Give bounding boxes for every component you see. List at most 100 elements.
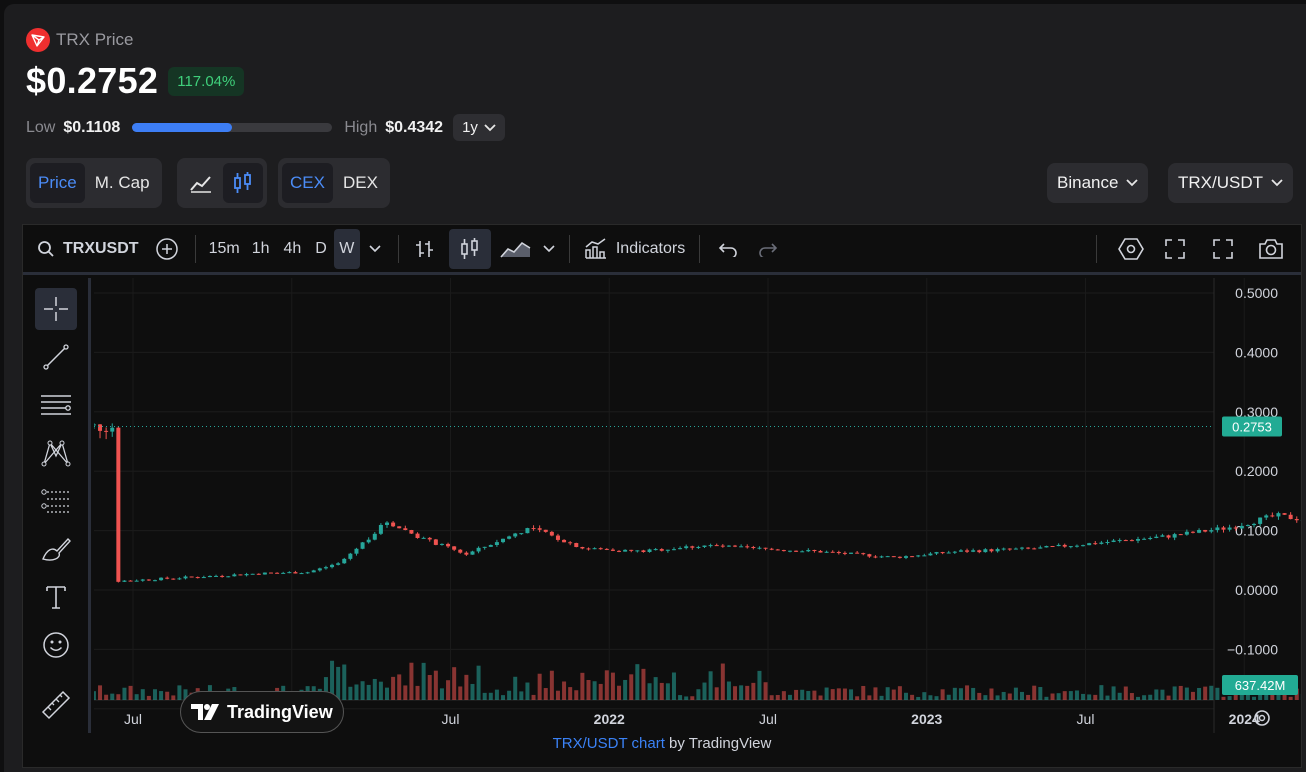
candlestick-icon[interactable] — [223, 163, 263, 203]
forecast-tool[interactable] — [35, 480, 77, 522]
candle-body — [763, 547, 768, 549]
interval-4h[interactable]: 4h — [283, 239, 302, 257]
emoji-tool[interactable] — [35, 624, 77, 666]
axis-settings-icon — [1254, 710, 1270, 726]
measure-tool[interactable] — [35, 684, 77, 726]
candle-body — [702, 545, 707, 547]
chart-canvas[interactable]: 0.5000 0.4000 0.3000 0.2000 0.1000 0.0000 −0.1… — [67, 278, 1305, 733]
exchange-select[interactable]: Binance — [1047, 163, 1149, 203]
volume-bar — [574, 690, 579, 700]
volume-bar — [323, 677, 328, 700]
period-select[interactable]: 1y — [453, 114, 505, 141]
volume-bar — [873, 687, 878, 700]
interval-15m[interactable]: 15m — [208, 239, 240, 257]
line-chart-icon[interactable] — [181, 163, 221, 203]
candle-body — [1215, 527, 1220, 531]
tab-cex[interactable]: CEX — [282, 163, 333, 203]
tradingview-watermark[interactable]: TradingView — [180, 691, 344, 733]
pair-select[interactable]: TRX/USDT — [1168, 163, 1293, 203]
tab-market-cap[interactable]: M. Cap — [94, 173, 150, 192]
snapshot-button[interactable] — [1247, 229, 1295, 269]
volume-bar — [1129, 693, 1134, 700]
volume-bar — [513, 676, 518, 700]
volume-bar — [916, 696, 921, 700]
candle-body — [110, 427, 115, 432]
volume-bar — [1166, 695, 1171, 700]
volume-bar — [1038, 687, 1043, 700]
candle-body — [342, 558, 347, 564]
area-style-button[interactable] — [495, 229, 537, 269]
horizontal-lines-icon — [41, 395, 71, 415]
interval-dropdown[interactable] — [360, 229, 390, 269]
candle-body — [348, 553, 353, 559]
candle-body — [501, 538, 506, 543]
candle-body — [1166, 535, 1171, 538]
chart-toolbar: TRXUSDT 15m 1h 4h D W Indicators — [23, 225, 1301, 275]
candle-body — [684, 546, 689, 549]
volume-bar — [452, 667, 457, 700]
candle-body — [439, 543, 444, 545]
candle-body — [1050, 546, 1055, 548]
candle-body — [549, 531, 554, 536]
redo-button[interactable] — [748, 229, 788, 269]
volume-bar — [1276, 690, 1281, 700]
candle-body — [1074, 545, 1079, 547]
volume-bar — [763, 682, 768, 700]
interval-w[interactable]: W — [333, 228, 360, 269]
asset-header: TRX Price — [26, 28, 133, 52]
candle-body — [104, 430, 109, 432]
candle-body — [659, 549, 664, 551]
pattern-tool[interactable] — [35, 432, 77, 474]
interval-1h[interactable]: 1h — [251, 239, 270, 257]
volume-bar — [678, 695, 683, 700]
candle-body — [378, 524, 383, 534]
period-value: 1y — [462, 119, 478, 136]
candle-body — [183, 576, 188, 579]
bar-style-button[interactable] — [407, 229, 443, 269]
indicators-button[interactable]: Indicators — [578, 229, 691, 269]
candle-body — [122, 580, 127, 582]
last-price-label: 0.2753 — [1232, 419, 1272, 434]
symbol-search[interactable]: TRXUSDT — [23, 229, 147, 269]
volume-bar — [110, 693, 115, 700]
interval-d[interactable]: D — [315, 239, 327, 257]
volume-bar — [610, 672, 615, 700]
candle-body — [934, 552, 939, 554]
volume-bar — [177, 685, 182, 700]
volume-bar — [470, 683, 475, 700]
text-tool[interactable] — [35, 576, 77, 618]
brush-tool[interactable] — [35, 528, 77, 570]
tab-dex[interactable]: DEX — [342, 173, 378, 192]
chart-credit-link[interactable]: TRX/USDT chart — [552, 735, 665, 752]
candlestick-chart[interactable]: 0.5000 0.4000 0.3000 0.2000 0.1000 0.0000 −0.1… — [67, 278, 1305, 733]
compare-button[interactable] — [147, 229, 187, 269]
candle-body — [1184, 531, 1189, 535]
candle-body — [861, 553, 866, 555]
volume-bar — [122, 687, 127, 700]
candle-body — [617, 550, 622, 552]
fib-tool[interactable] — [35, 384, 77, 426]
candle-body — [653, 549, 658, 551]
candle-body — [1105, 541, 1110, 543]
candle-body — [1062, 544, 1067, 547]
tab-price[interactable]: Price — [30, 163, 85, 203]
volume-bar — [885, 687, 890, 700]
volume-bar — [360, 681, 365, 700]
candles-button[interactable] — [448, 228, 491, 269]
crosshair-tool[interactable] — [35, 288, 77, 330]
candle-body — [397, 526, 402, 529]
settings-button[interactable] — [1111, 229, 1151, 269]
volume-bar — [104, 694, 109, 700]
undo-button[interactable] — [708, 229, 748, 269]
candle-body — [238, 574, 243, 576]
trend-line-tool[interactable] — [35, 336, 77, 378]
maximize-button[interactable] — [1199, 229, 1247, 269]
volume-bar — [1026, 694, 1031, 700]
crosshair-icon — [44, 297, 68, 321]
chart-style-dropdown[interactable] — [537, 229, 561, 269]
candle-body — [1032, 548, 1037, 550]
fullscreen-button[interactable] — [1151, 229, 1199, 269]
volume-bar — [1203, 686, 1208, 700]
volume-bar — [897, 686, 902, 700]
candle-body — [1136, 538, 1141, 541]
